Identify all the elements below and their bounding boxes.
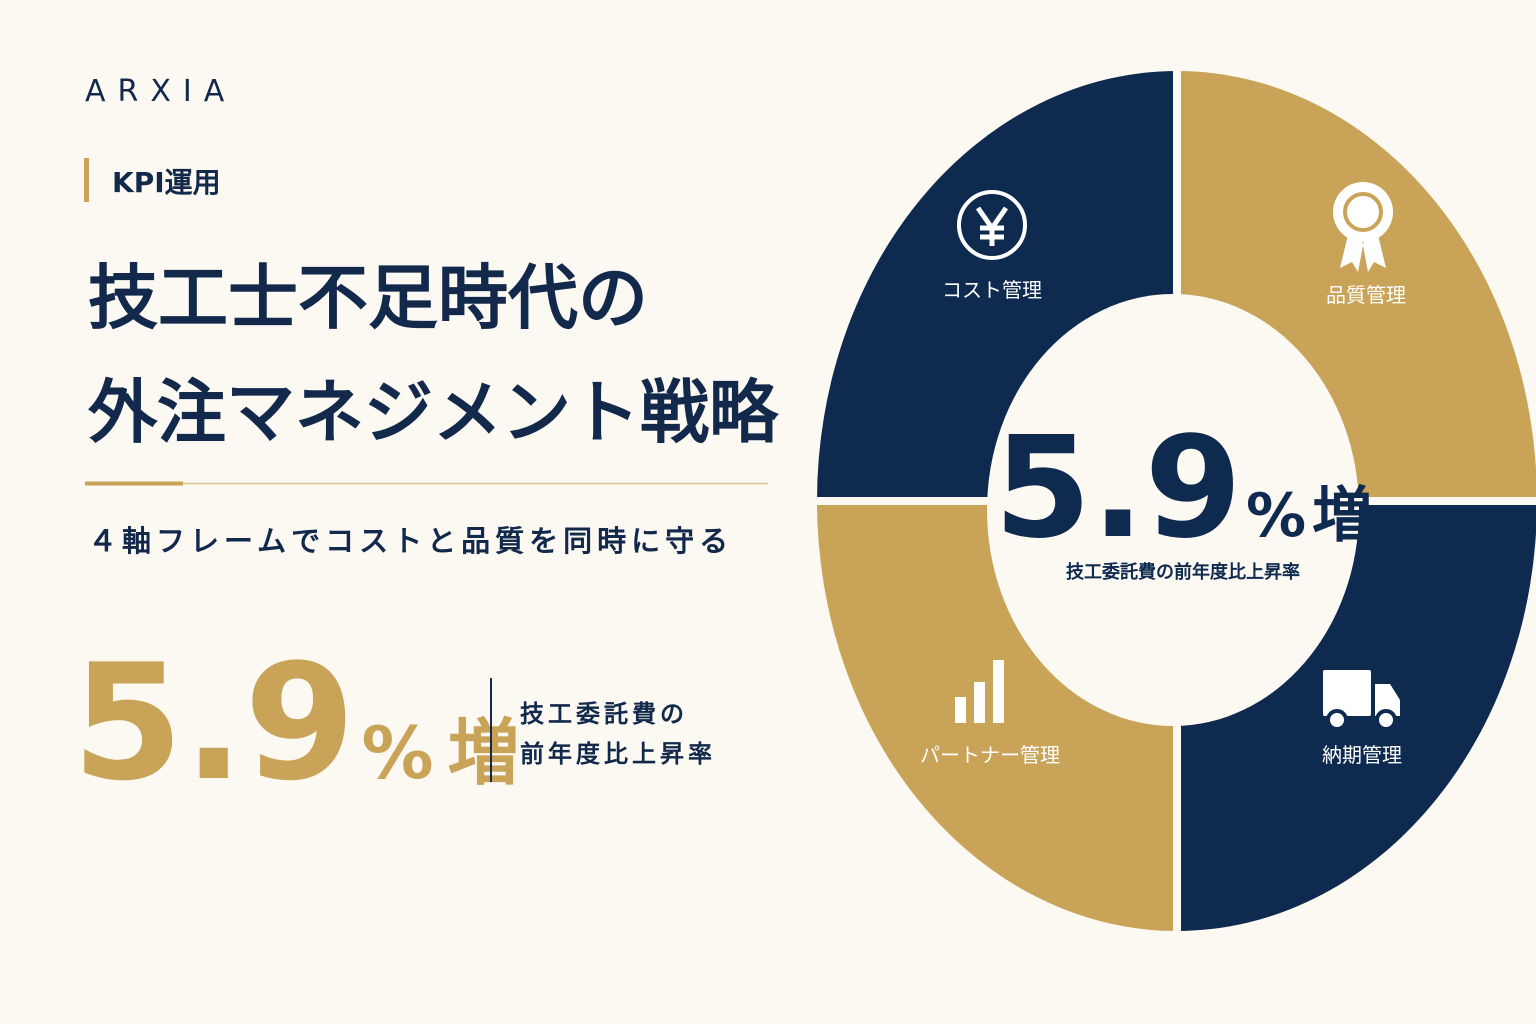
award-icon — [1333, 182, 1393, 272]
center-stat: 5.9% 増 — [994, 407, 1372, 570]
stat-label: 技工委託費の — [520, 700, 688, 728]
center-stat-suffix: 増 — [1312, 481, 1372, 551]
stat-suffix: 増 — [448, 711, 520, 795]
subtitle: ４軸フレームでコストと品質を同時に守る — [88, 524, 733, 558]
segment-label: 品質管理 — [1326, 283, 1406, 307]
center-stat-value: 5.9 — [994, 407, 1242, 570]
truck-icon — [1323, 670, 1400, 731]
stat-unit: % — [361, 711, 433, 795]
stat-value: 5.9 — [72, 629, 355, 816]
segment-label: パートナー管理 — [920, 743, 1060, 767]
tag-bar — [84, 158, 89, 202]
tag: KPI運用 — [112, 166, 221, 199]
ring-hole — [987, 294, 1359, 726]
segment-label: 納期管理 — [1322, 743, 1402, 767]
brand: ARXIA — [85, 74, 236, 109]
title-line: 技工士不足時代の — [88, 257, 648, 339]
stat: 5.9% 増 — [72, 629, 520, 816]
center-stat-label: 技工委託費の前年度比上昇率 — [1066, 561, 1300, 583]
segment-label: コスト管理 — [942, 278, 1042, 302]
center-stat-unit: % — [1246, 481, 1306, 551]
title-line: 外注マネジメント戦略 — [87, 373, 779, 453]
yen-icon — [957, 190, 1027, 260]
stat-label: 前年度比上昇率 — [520, 740, 716, 768]
chart-icon — [955, 660, 1004, 723]
